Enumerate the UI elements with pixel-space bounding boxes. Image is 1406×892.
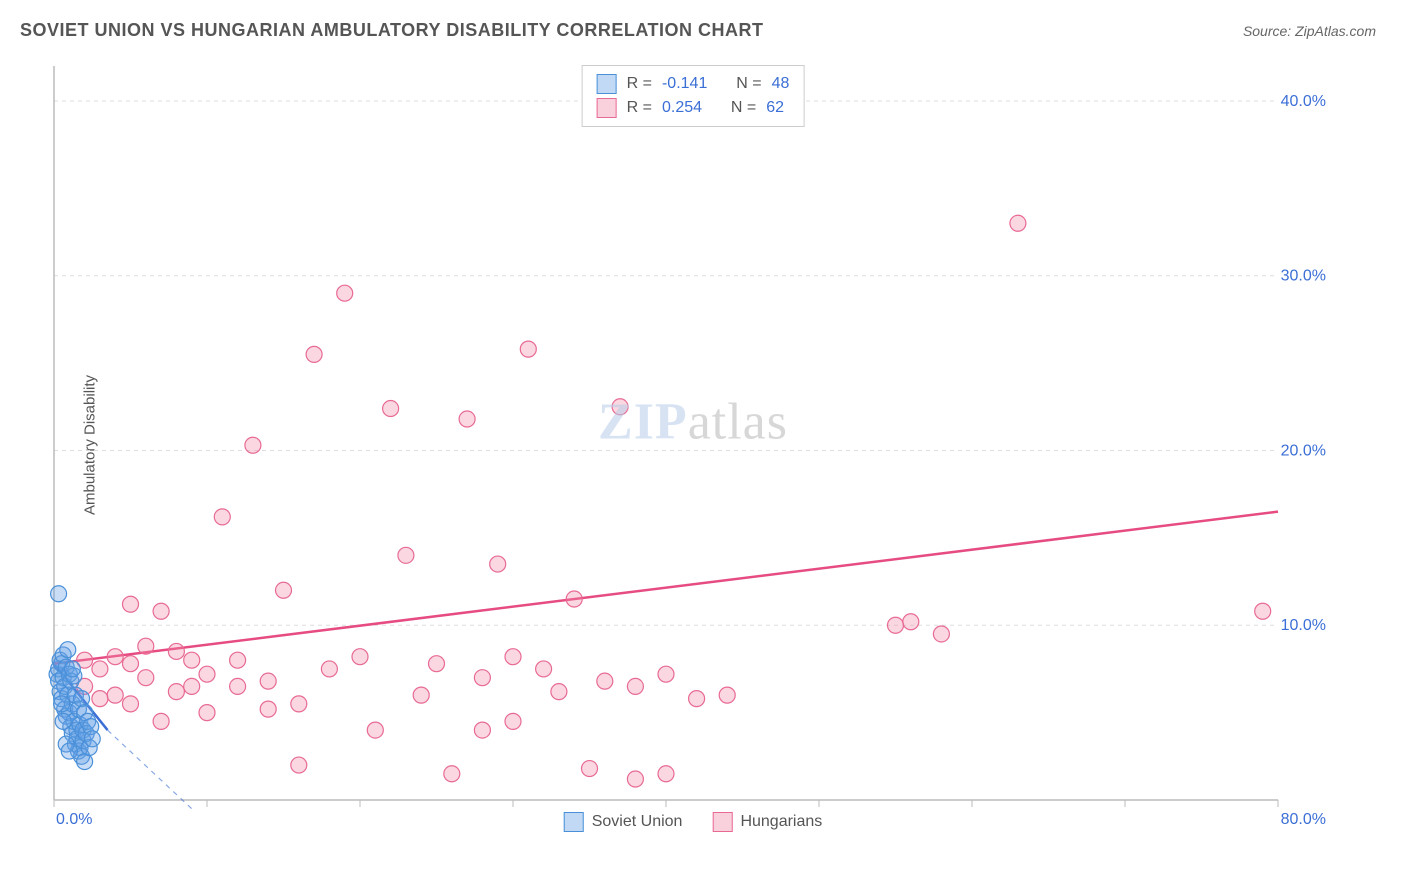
stat-r-label: R = <box>627 96 652 120</box>
chart-title: SOVIET UNION VS HUNGARIAN AMBULATORY DIS… <box>20 20 764 41</box>
legend-label-soviet: Soviet Union <box>592 813 683 831</box>
scatter-plot: 10.0% 20.0% 30.0% 40.0% 0.0% 80.0% <box>48 60 1338 830</box>
stat-r-soviet: -0.141 <box>662 72 707 96</box>
stat-r-label: R = <box>627 72 652 96</box>
stats-box: R = -0.141 N = 48 R = 0.254 N = 62 <box>582 65 805 127</box>
stat-n-soviet: 48 <box>772 72 790 96</box>
stats-row-soviet: R = -0.141 N = 48 <box>597 72 790 96</box>
legend-label-hungarian: Hungarians <box>740 813 822 831</box>
swatch-pink-icon <box>597 98 617 118</box>
legend-item-hungarian: Hungarians <box>712 812 822 832</box>
stat-n-label: N = <box>736 72 761 96</box>
swatch-pink-icon <box>712 812 732 832</box>
swatch-blue-icon <box>564 812 584 832</box>
legend: Soviet Union Hungarians <box>564 812 823 832</box>
stat-n-hungarian: 62 <box>766 96 784 120</box>
stats-row-hungarian: R = 0.254 N = 62 <box>597 96 790 120</box>
svg-text:40.0%: 40.0% <box>1281 93 1326 110</box>
legend-item-soviet: Soviet Union <box>564 812 683 832</box>
source-label: Source: ZipAtlas.com <box>1243 23 1376 39</box>
stat-r-hungarian: 0.254 <box>662 96 702 120</box>
svg-text:30.0%: 30.0% <box>1281 268 1326 285</box>
svg-text:80.0%: 80.0% <box>1281 811 1326 828</box>
svg-text:0.0%: 0.0% <box>56 811 92 828</box>
swatch-blue-icon <box>597 74 617 94</box>
svg-text:10.0%: 10.0% <box>1281 617 1326 634</box>
svg-text:20.0%: 20.0% <box>1281 442 1326 459</box>
stat-n-label: N = <box>731 96 756 120</box>
chart-container: Ambulatory Disability 10.0%20.0%30.0%40.… <box>48 60 1338 830</box>
